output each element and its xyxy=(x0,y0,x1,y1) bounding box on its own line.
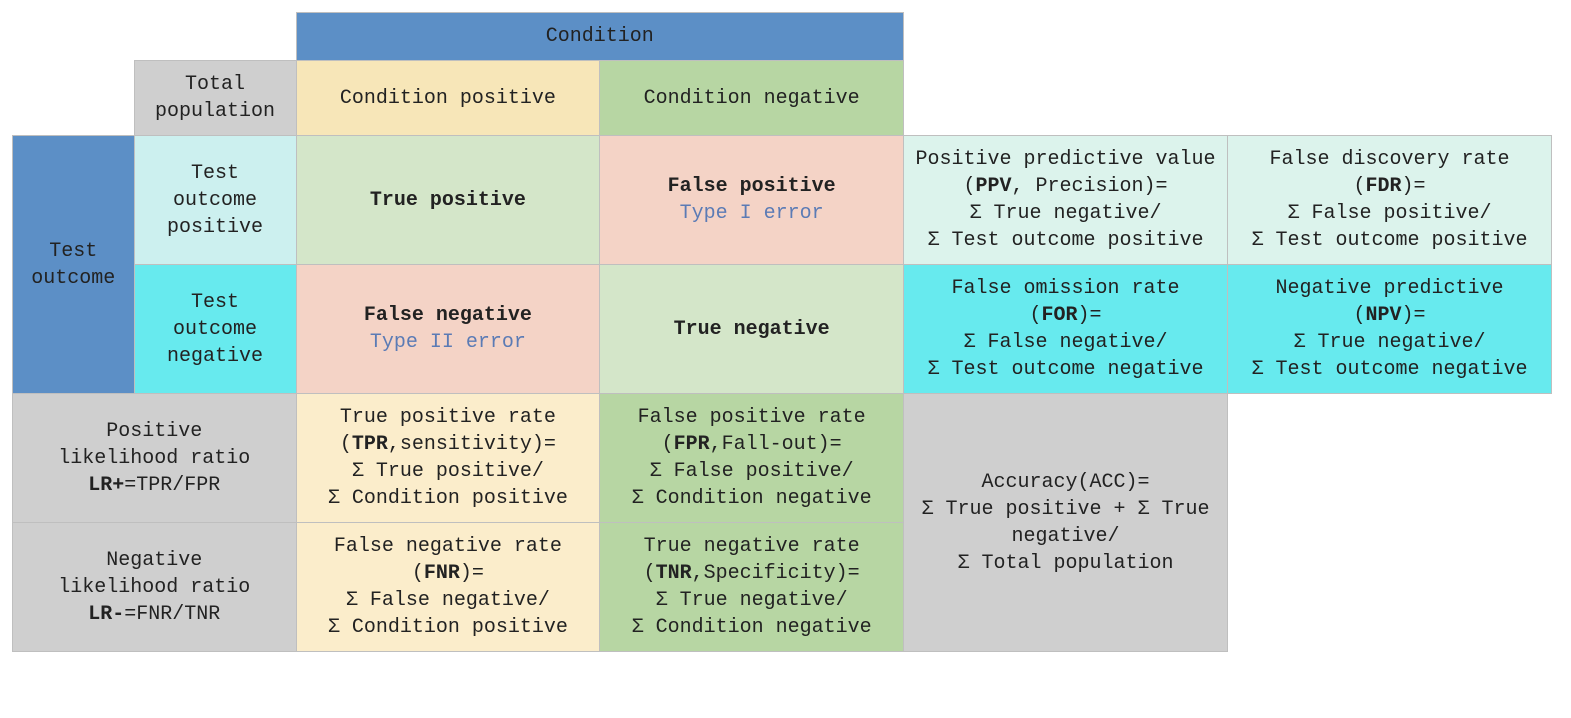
line2: likelihood ratio xyxy=(21,574,288,601)
line2: Σ True positive + Σ True xyxy=(912,496,1219,523)
line2: (NPV)= xyxy=(1236,302,1543,329)
line1: True negative rate xyxy=(608,533,895,560)
line1: Positive predictive value xyxy=(912,146,1219,173)
test-outcome-negative-header: Testoutcomenegative xyxy=(134,265,296,394)
true-negative-cell: True negative xyxy=(600,265,904,394)
line3: Σ False positive/ xyxy=(1236,200,1543,227)
line4: Σ Test outcome positive xyxy=(912,227,1219,254)
spacer xyxy=(904,13,1552,61)
line3: Σ False negative/ xyxy=(912,329,1219,356)
line2: (FNR)= xyxy=(305,560,592,587)
line3: Σ True negative/ xyxy=(608,587,895,614)
line3: Σ True negative/ xyxy=(912,200,1219,227)
line1: False omission rate xyxy=(912,275,1219,302)
line2: likelihood ratio xyxy=(21,445,288,472)
fpr-cell: False positive rate (FPR,Fall-out)= Σ Fa… xyxy=(600,394,904,523)
label: True positive xyxy=(370,189,526,212)
line2: (FPR,Fall-out)= xyxy=(608,431,895,458)
label: Totalpopulation xyxy=(143,71,288,125)
sublabel: Type II error xyxy=(305,329,592,356)
line1: True positive rate xyxy=(305,404,592,431)
total-population-header: Totalpopulation xyxy=(134,61,296,136)
test-outcome-positive-header: Testoutcomepositive xyxy=(134,136,296,265)
line2: (TPR,sensitivity)= xyxy=(305,431,592,458)
tnr-cell: True negative rate (TNR,Specificity)= Σ … xyxy=(600,523,904,652)
line4: Σ Test outcome negative xyxy=(912,356,1219,383)
line4: Σ Condition negative xyxy=(608,485,895,512)
line2: (FOR)= xyxy=(912,302,1219,329)
spacer xyxy=(1228,394,1552,652)
label: Testoutcomepositive xyxy=(143,160,288,241)
line1: Negative xyxy=(21,547,288,574)
line3: Σ True positive/ xyxy=(305,458,592,485)
tpr-cell: True positive rate (TPR,sensitivity)= Σ … xyxy=(296,394,600,523)
line3: Σ False positive/ xyxy=(608,458,895,485)
false-negative-cell: False negative Type II error xyxy=(296,265,600,394)
for-cell: False omission rate (FOR)= Σ False negat… xyxy=(904,265,1228,394)
line3: Σ True negative/ xyxy=(1236,329,1543,356)
line4: Σ Test outcome negative xyxy=(1236,356,1543,383)
label: False negative xyxy=(305,302,592,329)
test-outcome-axis: Testoutcome xyxy=(13,136,135,394)
line1: Accuracy(ACC)= xyxy=(912,469,1219,496)
fnr-cell: False negative rate (FNR)= Σ False negat… xyxy=(296,523,600,652)
line1: False negative rate xyxy=(305,533,592,560)
confusion-matrix-table: Condition Totalpopulation Condition posi… xyxy=(12,12,1552,652)
line2: (FDR)= xyxy=(1236,173,1543,200)
false-positive-cell: False positive Type I error xyxy=(600,136,904,265)
line1: False positive rate xyxy=(608,404,895,431)
line3: LR+=TPR/FPR xyxy=(21,472,288,499)
line4: Σ Test outcome positive xyxy=(1236,227,1543,254)
condition-positive-header: Condition positive xyxy=(296,61,600,136)
spacer xyxy=(904,61,1552,136)
lr-plus-cell: Positive likelihood ratio LR+=TPR/FPR xyxy=(13,394,297,523)
label: False positive xyxy=(608,173,895,200)
line2: (PPV, Precision)= xyxy=(912,173,1219,200)
label: True negative xyxy=(674,318,830,341)
condition-header: Condition xyxy=(296,13,904,61)
npv-cell: Negative predictive (NPV)= Σ True negati… xyxy=(1228,265,1552,394)
ppv-cell: Positive predictive value (PPV, Precisio… xyxy=(904,136,1228,265)
line3: negative/ xyxy=(912,523,1219,550)
label: Testoutcomenegative xyxy=(143,289,288,370)
line4: Σ Total population xyxy=(912,550,1219,577)
line2: (TNR,Specificity)= xyxy=(608,560,895,587)
line1: False discovery rate xyxy=(1236,146,1543,173)
label: Testoutcome xyxy=(21,238,126,292)
spacer xyxy=(13,13,297,61)
line4: Σ Condition negative xyxy=(608,614,895,641)
true-positive-cell: True positive xyxy=(296,136,600,265)
line3: Σ False negative/ xyxy=(305,587,592,614)
sublabel: Type I error xyxy=(608,200,895,227)
spacer xyxy=(13,61,135,136)
line1: Positive xyxy=(21,418,288,445)
accuracy-cell: Accuracy(ACC)= Σ True positive + Σ True … xyxy=(904,394,1228,652)
line4: Σ Condition positive xyxy=(305,485,592,512)
line1: Negative predictive xyxy=(1236,275,1543,302)
fdr-cell: False discovery rate (FDR)= Σ False posi… xyxy=(1228,136,1552,265)
lr-minus-cell: Negative likelihood ratio LR-=FNR/TNR xyxy=(13,523,297,652)
line4: Σ Condition positive xyxy=(305,614,592,641)
condition-negative-header: Condition negative xyxy=(600,61,904,136)
line3: LR-=FNR/TNR xyxy=(21,601,288,628)
